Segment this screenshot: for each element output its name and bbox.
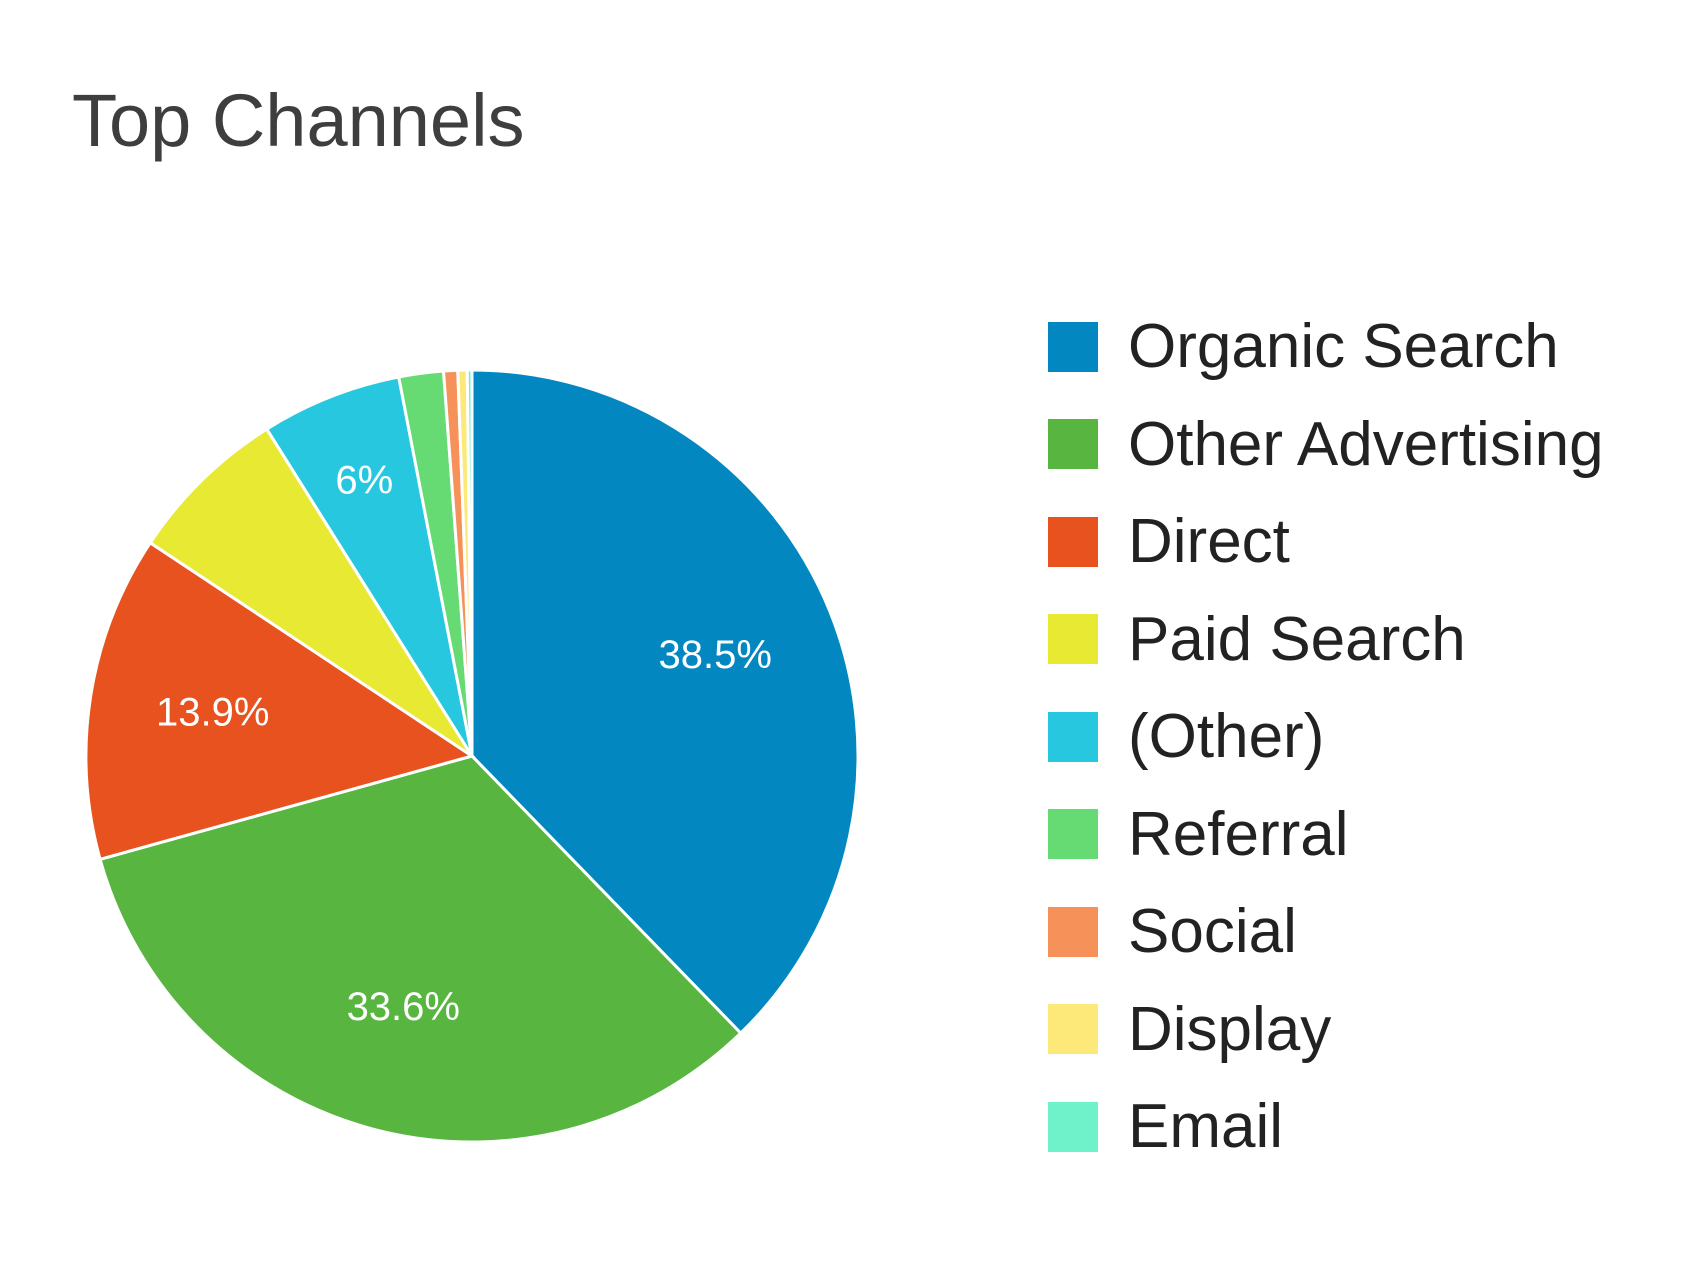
legend-item[interactable]: Direct [1048, 493, 1604, 591]
pie-slice-other-advertising[interactable] [98, 754, 743, 1144]
legend-item[interactable]: Referral [1048, 786, 1604, 884]
legend-label: Display [1128, 994, 1332, 1064]
pie-slice-email[interactable] [465, 368, 474, 757]
legend-item[interactable]: Display [1048, 981, 1604, 1079]
legend-item[interactable]: Email [1048, 1078, 1604, 1176]
legend-label: Social [1128, 897, 1297, 967]
legend-swatch [1048, 809, 1098, 860]
legend-label: Referral [1128, 799, 1349, 869]
legend-item[interactable]: Other Advertising [1048, 396, 1604, 494]
legend-swatch [1048, 1004, 1098, 1055]
legend-swatch [1048, 419, 1098, 470]
slice-data-label: 13.9% [156, 691, 269, 735]
legend-item[interactable]: Organic Search [1048, 298, 1604, 396]
pie-slice-other[interactable] [264, 375, 474, 757]
legend-swatch [1048, 711, 1098, 762]
legend-label: (Other) [1128, 702, 1325, 772]
legend: Organic Search Other Advertising Direct Pai… [1048, 298, 1604, 1176]
chart-title: Top Channels [72, 79, 525, 162]
legend-swatch [1048, 1101, 1098, 1152]
slice-data-label: 33.6% [347, 985, 460, 1029]
legend-swatch [1048, 614, 1098, 665]
pie-slice-organic-search[interactable] [470, 368, 860, 1036]
legend-item[interactable]: Paid Search [1048, 591, 1604, 689]
legend-label: Organic Search [1128, 312, 1559, 382]
legend-label: Paid Search [1128, 604, 1466, 674]
legend-swatch [1048, 906, 1098, 957]
legend-item[interactable]: (Other) [1048, 688, 1604, 786]
slice-data-label: 6% [335, 459, 393, 503]
slice-data-label: 38.5% [659, 633, 772, 677]
legend-swatch [1048, 516, 1098, 567]
legend-label: Email [1128, 1092, 1284, 1162]
legend-swatch [1048, 321, 1098, 372]
legend-item[interactable]: Social [1048, 883, 1604, 981]
legend-label: Direct [1128, 507, 1290, 577]
pie-slice-direct[interactable] [84, 540, 476, 862]
legend-label: Other Advertising [1128, 409, 1604, 479]
pie-slice-paid-search[interactable] [148, 427, 474, 758]
